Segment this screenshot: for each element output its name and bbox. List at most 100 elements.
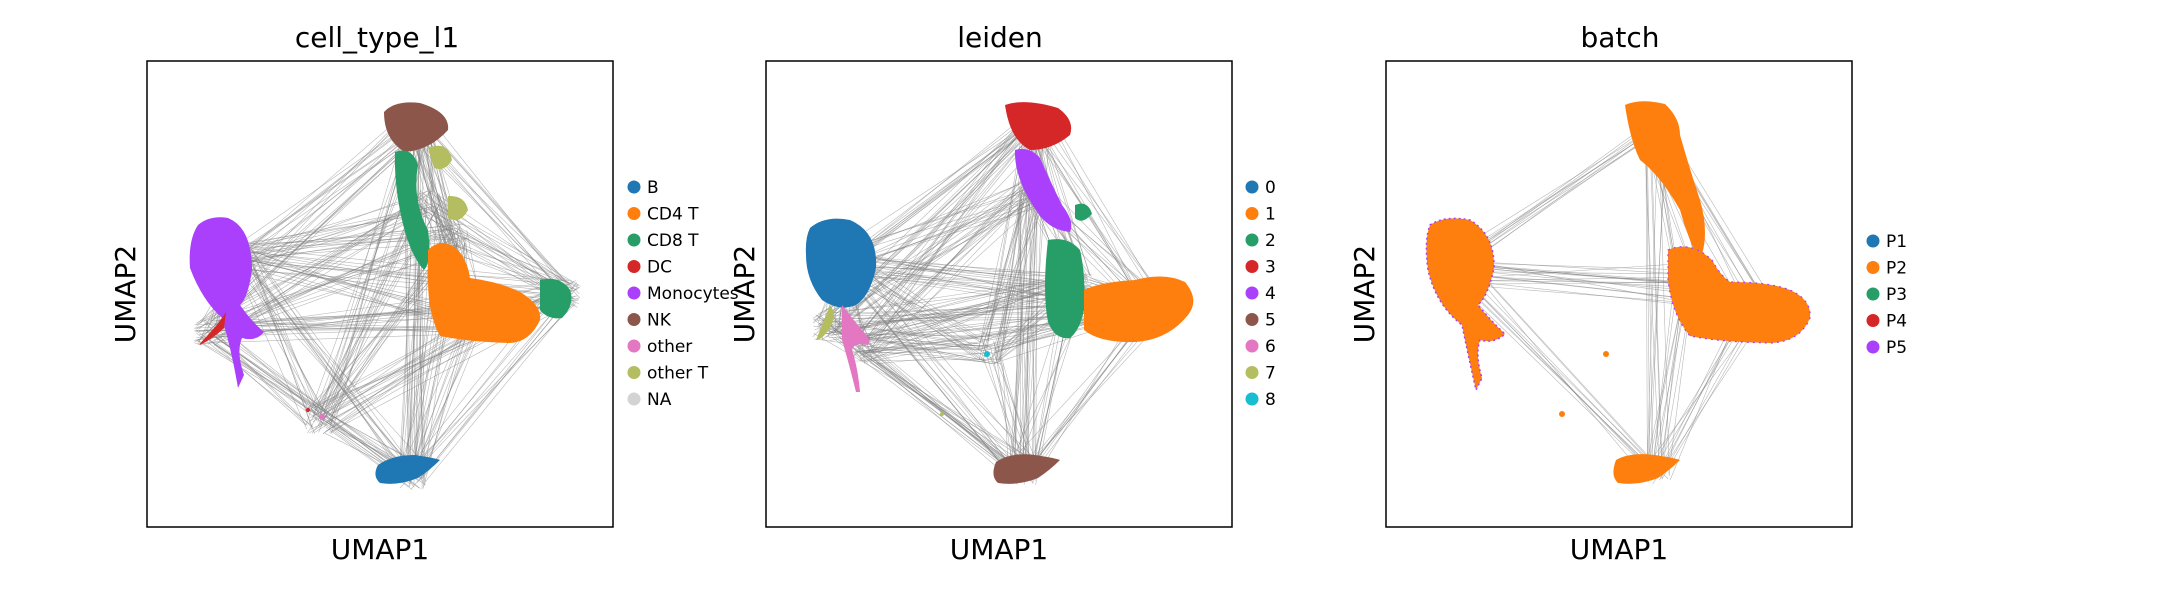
graph-edge — [993, 353, 1036, 459]
graph-edge — [241, 211, 433, 248]
cluster-cd4t — [428, 243, 541, 343]
cluster-p2-bottom — [1613, 454, 1680, 484]
graph-edge — [873, 122, 1025, 345]
graph-edge — [834, 121, 1038, 331]
legend-marker — [627, 286, 641, 300]
legend-label: other T — [647, 364, 709, 384]
graph-edge — [1652, 314, 1766, 485]
graph-edge — [202, 245, 455, 322]
graph-edge — [423, 122, 574, 290]
umap-panel-cell-type: cell_type_l1 UMAP1 UMAP2 B CD4 T CD8 T DC Mo… — [109, 21, 739, 566]
legend-label: P2 — [1886, 259, 1907, 279]
graph-edge — [242, 260, 412, 478]
legend-label: 5 — [1265, 311, 1276, 331]
graph-edge — [242, 246, 468, 337]
graph-edge — [864, 288, 1068, 337]
panel-title: leiden — [957, 21, 1043, 54]
graph-edge — [315, 198, 419, 416]
graph-edge — [1467, 259, 1660, 470]
graph-edge — [1461, 281, 1644, 460]
legend-marker — [627, 366, 641, 379]
graph-edge — [242, 253, 415, 488]
legend-label: 3 — [1265, 258, 1276, 278]
graph-edge — [452, 244, 581, 287]
legend-marker — [627, 339, 641, 353]
graph-edge — [416, 195, 467, 227]
graph-edge — [421, 286, 579, 479]
cluster-5 — [993, 454, 1060, 484]
graph-edge — [840, 283, 1083, 332]
graph-edge — [1652, 280, 1678, 470]
graph-edge — [866, 344, 994, 351]
legend-label: 8 — [1265, 390, 1276, 410]
cluster-4 — [1014, 149, 1072, 232]
graph-edge — [822, 180, 1036, 330]
graph-edge — [329, 196, 419, 429]
graph-edge — [429, 131, 570, 289]
legend-marker — [627, 260, 641, 273]
legend-marker — [1245, 366, 1259, 379]
cluster-cd8t — [394, 150, 430, 270]
graph-edge — [838, 274, 1080, 332]
legend-label: NK — [647, 311, 672, 331]
graph-edge — [1650, 140, 1663, 476]
graph-edge — [219, 236, 441, 322]
panel-title: batch — [1580, 21, 1659, 54]
graph-edge — [244, 245, 408, 468]
legend-label: 6 — [1265, 337, 1276, 357]
graph-edge — [410, 110, 420, 466]
graph-edge — [990, 347, 1017, 459]
graph-edge — [1049, 114, 1161, 300]
cluster-0 — [805, 218, 877, 308]
legend: 0 1 2 3 4 5 6 7 8 — [1245, 178, 1276, 410]
graph-edge — [456, 234, 573, 283]
graph-edge — [843, 109, 1046, 266]
graph-edge — [1649, 124, 1663, 479]
graph-edge — [467, 224, 570, 283]
graph-edge — [993, 341, 1033, 464]
graph-edge — [1002, 363, 1009, 473]
graph-edge — [399, 302, 575, 489]
graph-edge — [983, 202, 1025, 346]
legend-label: P4 — [1886, 312, 1907, 332]
legend-marker — [1245, 233, 1259, 247]
graph-edge — [826, 284, 1072, 314]
y-axis-label: UMAP2 — [109, 245, 142, 344]
legend-label: 2 — [1265, 231, 1276, 251]
plot-frame — [1385, 60, 1853, 528]
cluster-p2-top — [1625, 101, 1705, 260]
graph-edge — [402, 323, 465, 466]
graph-edge — [826, 275, 1081, 315]
graph-edge — [329, 328, 474, 434]
graph-edge — [419, 134, 426, 486]
graph-edge — [249, 256, 315, 434]
legend-marker — [1866, 234, 1880, 248]
legend-marker — [627, 233, 641, 247]
graph-edge — [1468, 260, 1661, 472]
graph-edge — [420, 190, 556, 294]
graph-edge — [852, 110, 1029, 341]
legend-label: P3 — [1886, 285, 1907, 305]
legend-marker — [1866, 314, 1880, 327]
legend-marker — [1245, 313, 1259, 326]
graph-edge — [848, 204, 1046, 265]
graph-edge — [836, 113, 1045, 251]
graph-edge — [869, 181, 1022, 354]
x-axis-label: UMAP1 — [1570, 533, 1669, 566]
graph-edge — [1646, 118, 1654, 461]
graph-edge — [1643, 127, 1660, 463]
legend-label: P1 — [1886, 232, 1907, 252]
graph-edge — [876, 351, 993, 365]
legend-marker — [1245, 180, 1259, 194]
graph-edge — [229, 125, 424, 258]
graph-edge — [862, 343, 1018, 475]
graph-edge — [843, 116, 1038, 269]
legend-marker — [627, 207, 641, 220]
graph-edge — [1646, 137, 1651, 469]
legend-marker — [1245, 286, 1259, 300]
graph-edge — [424, 305, 570, 483]
graph-edge — [1017, 320, 1163, 477]
legend-marker — [1245, 392, 1259, 406]
legend-label: P5 — [1886, 338, 1907, 358]
graph-edge — [866, 346, 988, 351]
